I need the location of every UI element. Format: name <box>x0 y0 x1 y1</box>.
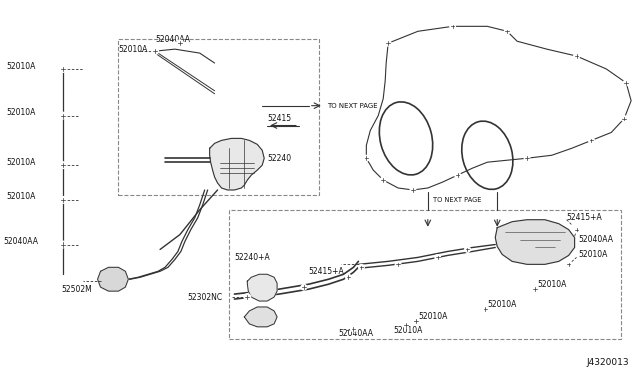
Circle shape <box>450 23 456 29</box>
Text: 52415+A: 52415+A <box>309 267 344 276</box>
Circle shape <box>60 196 67 203</box>
Polygon shape <box>244 307 277 327</box>
Circle shape <box>532 286 538 292</box>
Circle shape <box>435 254 441 260</box>
Circle shape <box>566 262 572 267</box>
Circle shape <box>60 241 67 248</box>
Circle shape <box>177 40 184 46</box>
Text: 52040AA: 52040AA <box>3 237 38 246</box>
Text: 52010A: 52010A <box>418 312 447 321</box>
Circle shape <box>60 65 67 73</box>
Circle shape <box>358 264 364 270</box>
Circle shape <box>623 80 629 86</box>
Circle shape <box>621 116 627 122</box>
Text: 52040AA: 52040AA <box>579 235 614 244</box>
Text: 52010A: 52010A <box>579 250 608 259</box>
Text: 52010A: 52010A <box>6 108 36 117</box>
Text: 52010A: 52010A <box>118 45 148 54</box>
Circle shape <box>504 28 510 34</box>
Text: 52240+A: 52240+A <box>234 253 270 262</box>
Circle shape <box>413 318 419 324</box>
Circle shape <box>351 326 356 332</box>
Text: 52010A: 52010A <box>6 61 36 71</box>
Bar <box>118 39 319 195</box>
Circle shape <box>60 112 67 119</box>
Circle shape <box>454 172 461 178</box>
Text: J4320013: J4320013 <box>586 358 629 367</box>
Text: 52010A: 52010A <box>6 192 36 201</box>
Text: 52040AA: 52040AA <box>155 35 190 44</box>
Circle shape <box>573 227 580 232</box>
Circle shape <box>385 40 391 46</box>
Circle shape <box>152 48 159 55</box>
Polygon shape <box>210 138 264 190</box>
Circle shape <box>60 162 67 169</box>
Circle shape <box>403 322 409 328</box>
Circle shape <box>364 155 369 161</box>
Text: 52010A: 52010A <box>537 280 566 289</box>
Text: 52415: 52415 <box>267 114 291 123</box>
Circle shape <box>380 177 386 183</box>
Text: 52502M: 52502M <box>61 285 92 294</box>
Text: TO NEXT PAGE: TO NEXT PAGE <box>326 103 378 109</box>
Polygon shape <box>97 267 129 291</box>
Polygon shape <box>247 274 277 301</box>
Text: 52010A: 52010A <box>6 158 36 167</box>
Circle shape <box>410 187 416 193</box>
Bar <box>230 210 621 339</box>
Circle shape <box>301 284 307 290</box>
Circle shape <box>483 306 488 312</box>
Text: 52010A: 52010A <box>393 326 422 335</box>
Text: TO NEXT PAGE: TO NEXT PAGE <box>433 197 481 203</box>
Circle shape <box>589 137 595 143</box>
Circle shape <box>244 294 251 301</box>
Circle shape <box>573 53 580 59</box>
Polygon shape <box>495 220 575 264</box>
Text: 52040AA: 52040AA <box>339 329 374 338</box>
Text: 52302NC: 52302NC <box>188 292 223 302</box>
Circle shape <box>465 247 470 253</box>
Text: 52240: 52240 <box>267 154 291 163</box>
Text: 52010A: 52010A <box>487 299 516 308</box>
Circle shape <box>524 155 530 161</box>
Circle shape <box>346 274 351 280</box>
Circle shape <box>395 262 401 267</box>
Text: 52415+A: 52415+A <box>566 213 602 222</box>
